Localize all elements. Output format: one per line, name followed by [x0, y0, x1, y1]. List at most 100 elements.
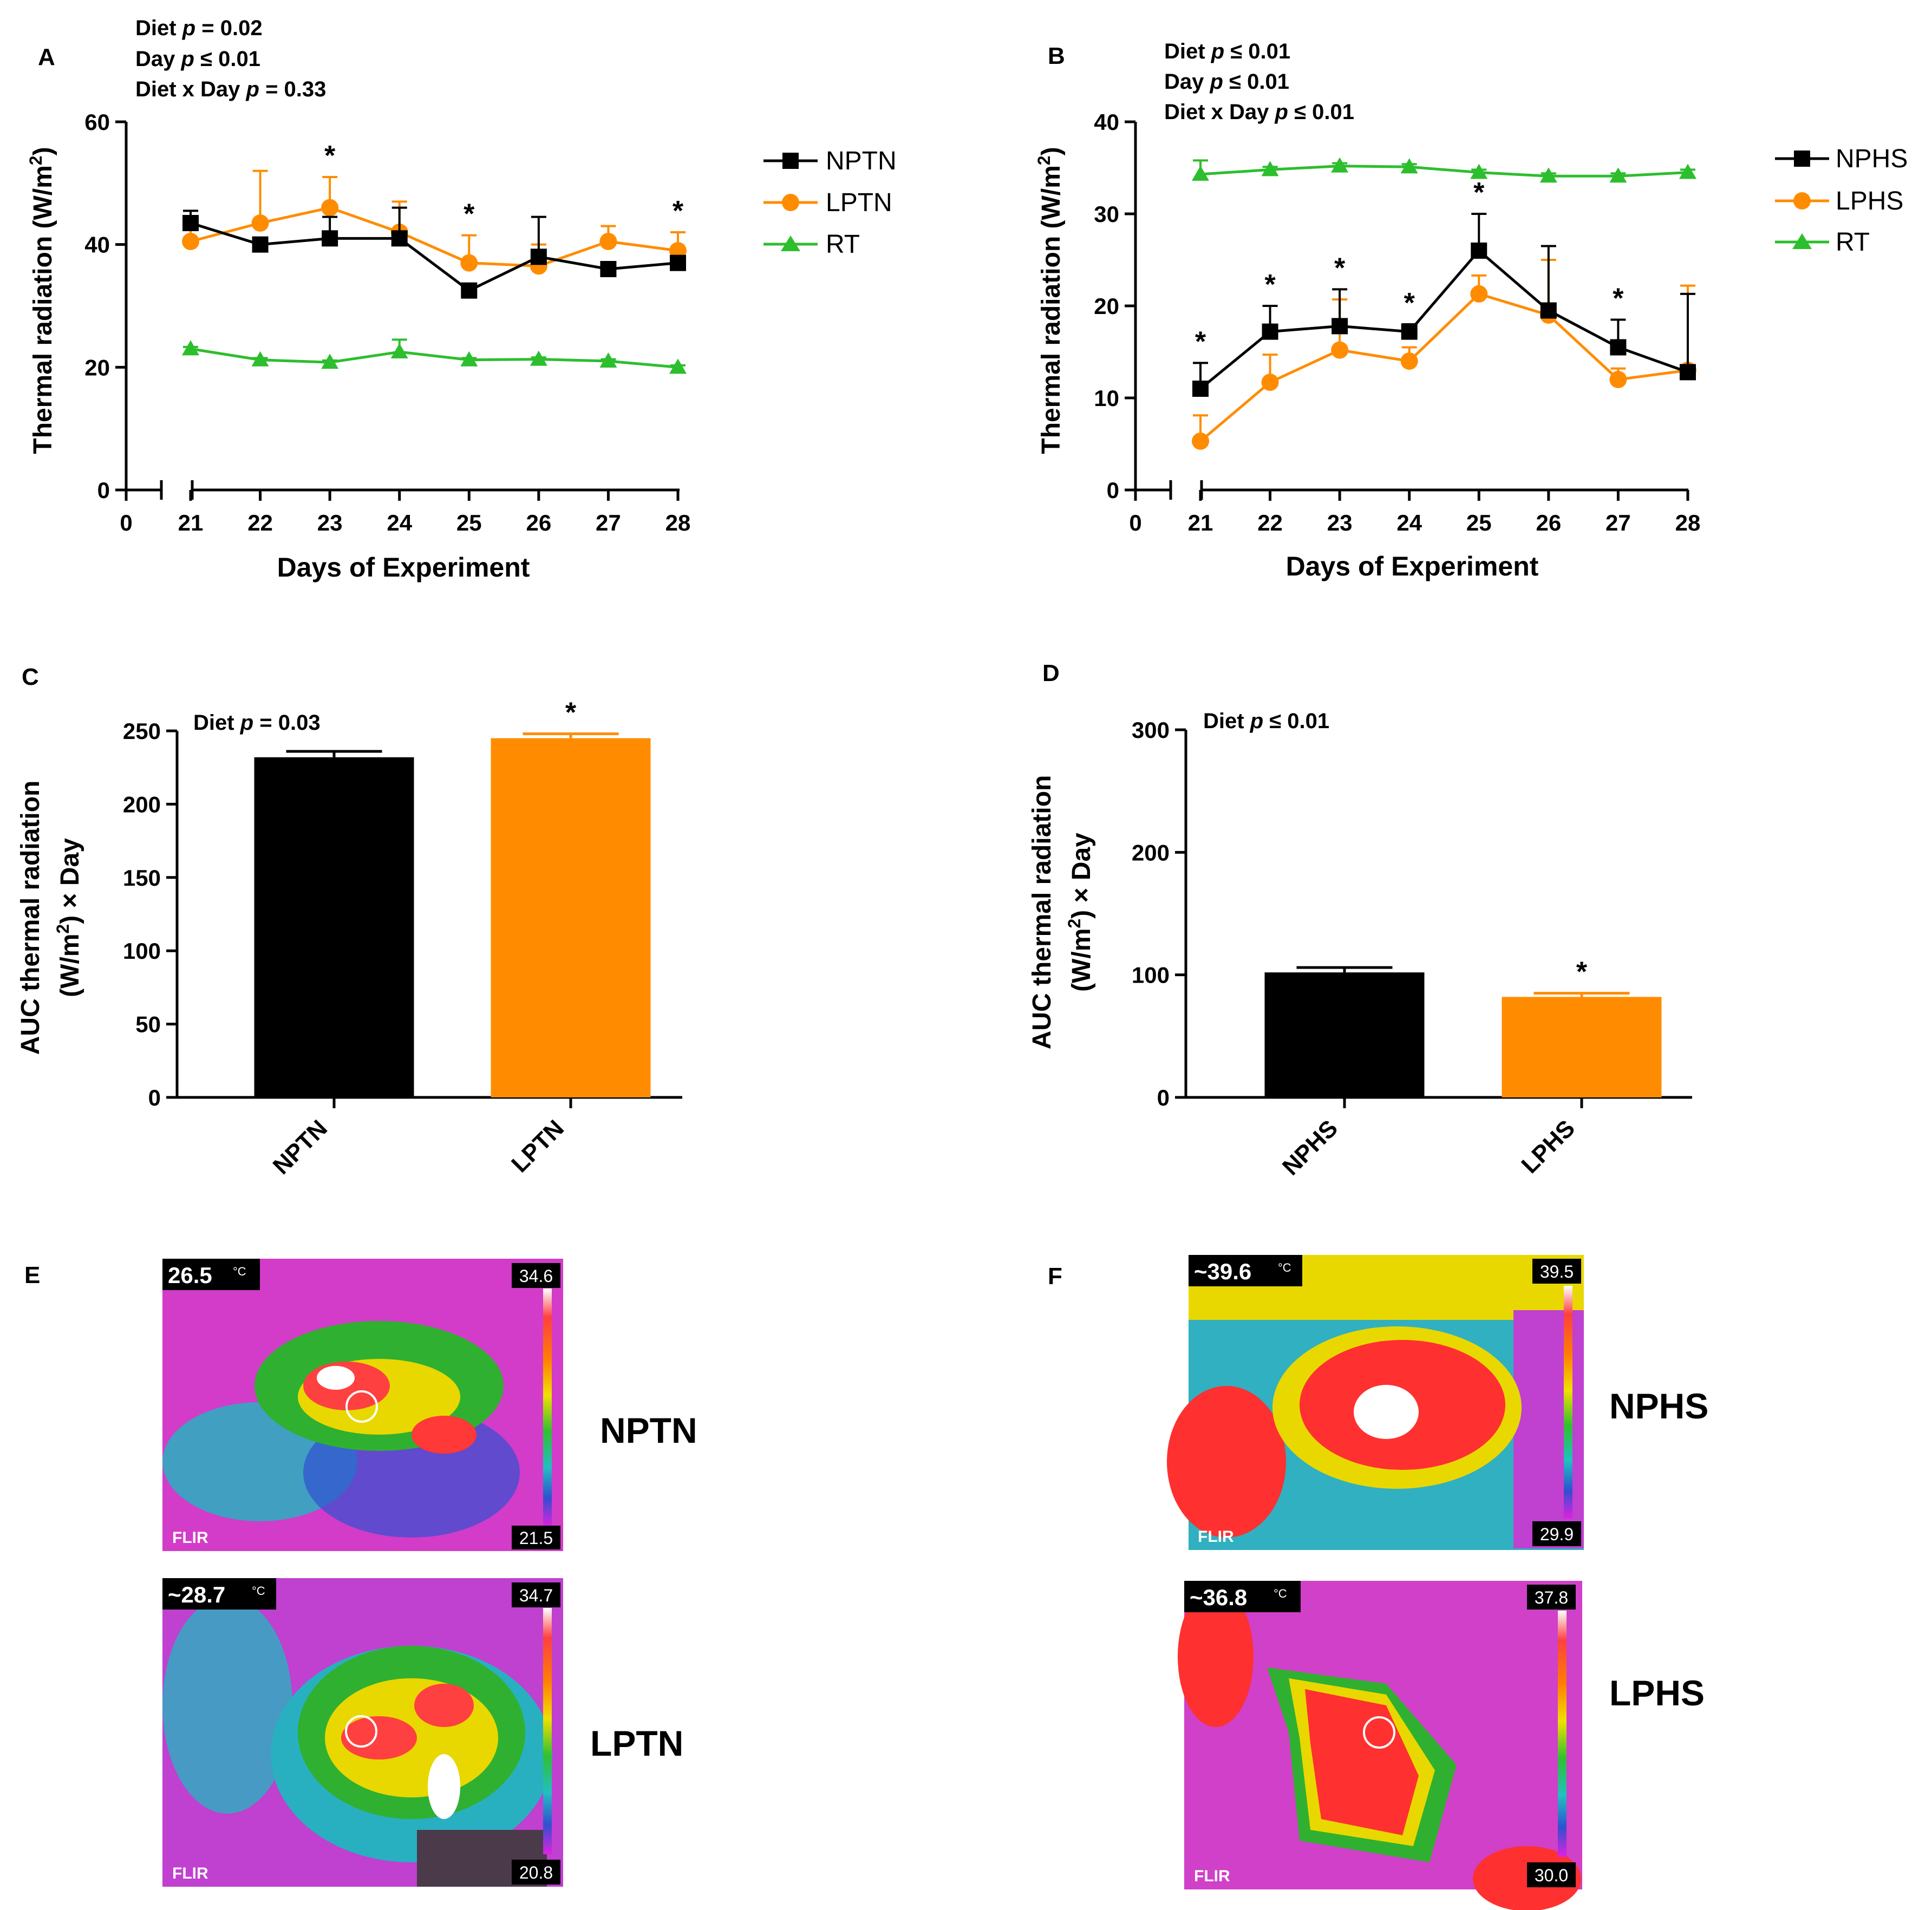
x-tick-label: LPTN: [506, 1115, 569, 1178]
data-point: [1331, 318, 1348, 335]
thermal-region: [428, 1754, 460, 1819]
series-line-rt: [190, 347, 678, 369]
spot-readout-box: [1189, 1255, 1302, 1286]
stats-line-1: Diet p ≤ 0.01: [1164, 40, 1290, 63]
x-tick-label: 21: [178, 510, 204, 535]
panel-label-d: D: [1042, 660, 1060, 686]
series-line-nptn: [190, 221, 678, 292]
temperature-scale-bar: [543, 1608, 552, 1854]
series-line-rt: [1200, 165, 1688, 178]
data-point: [1192, 165, 1209, 181]
thermal-region: [1178, 1586, 1254, 1727]
spot-unit: °C: [1278, 1261, 1291, 1274]
scale-max-box: [1527, 1585, 1576, 1610]
significance-marker: *: [464, 199, 475, 230]
data-point: [600, 261, 617, 277]
data-point: [460, 351, 478, 367]
bar-lphs: [1502, 997, 1662, 1097]
scale-max: 34.6: [519, 1266, 553, 1286]
data-point: [1192, 381, 1209, 397]
y-tick-label: 0: [148, 1085, 161, 1110]
y-tick-label: 100: [123, 938, 161, 964]
y-tick-label: 0: [1107, 478, 1119, 503]
spot-unit: °C: [252, 1584, 265, 1598]
x-tick-label: 25: [456, 510, 482, 535]
x-tick-label: 25: [1466, 510, 1492, 535]
x-tick-label: 22: [247, 510, 273, 535]
x-axis-label: Days of Experiment: [277, 552, 530, 583]
significance-marker: *: [1195, 326, 1206, 357]
x-tick-label: 26: [1536, 510, 1561, 535]
data-point: [182, 215, 199, 231]
x-tick-label: 23: [317, 510, 343, 535]
camera-brand: FLIR: [172, 1529, 208, 1547]
temperature-scale-bar: [543, 1288, 552, 1527]
spot-readout-box: [162, 1259, 260, 1290]
camera-brand: FLIR: [1198, 1528, 1234, 1546]
significance-marker: *: [1576, 957, 1588, 988]
legend-marker: [782, 194, 799, 211]
significance-marker: *: [673, 195, 684, 227]
legend-marker: [1793, 192, 1811, 210]
temperature-scale-bar: [1564, 1286, 1572, 1519]
y-tick-label: 0: [1157, 1085, 1170, 1110]
legend: NPHS LPHS RT: [1775, 145, 1908, 257]
y-axis-label: Thermal radiation (W/m2): [1034, 147, 1066, 454]
scale-max: 39.5: [1540, 1262, 1574, 1281]
series-line-lptn: [190, 206, 678, 267]
x-tick-label: 0: [120, 510, 132, 535]
thermal-region: [341, 1716, 417, 1759]
plot-area: 0 100 200 300 NPHS LPHS *: [1132, 717, 1662, 1181]
spot-temperature: ~28.7: [168, 1582, 225, 1607]
y-tick-label: 30: [1094, 201, 1119, 227]
panel-label-b: B: [1048, 43, 1065, 69]
crosshair-icon: [345, 1390, 378, 1423]
data-point: [391, 230, 408, 247]
stats-line-2: Day p ≤ 0.01: [135, 47, 260, 71]
panel-label-a: A: [38, 44, 55, 70]
plot-area: 0 20 40 60 21 22 23 24 25 26 27 28 * * *: [84, 109, 690, 535]
data-point: [530, 248, 547, 265]
significance-marker: *: [324, 140, 336, 172]
stats-line-1: Diet p = 0.02: [135, 16, 263, 40]
legend-label: RT: [1836, 228, 1870, 257]
scale-max-box: [1532, 1259, 1581, 1284]
data-point: [530, 350, 547, 366]
scale-max: 34.7: [519, 1586, 553, 1605]
x-tick-label: 27: [596, 510, 621, 535]
data-point: [1471, 243, 1487, 259]
x-tick-label: 24: [1396, 510, 1422, 535]
crosshair-icon: [1363, 1716, 1395, 1749]
bar-lptn: [491, 738, 651, 1097]
y-tick-label: 40: [84, 232, 110, 258]
x-tick-label: 26: [526, 510, 551, 535]
thermal-region: [1305, 1689, 1419, 1835]
bar-nphs: [1264, 972, 1425, 1097]
y-tick-label: 10: [1094, 385, 1119, 411]
plot-area: 0 50 100 150 200 250 NPTN LPTN *: [123, 697, 651, 1180]
y-tick-label: 60: [84, 109, 110, 135]
spot-unit: °C: [233, 1265, 246, 1278]
thermal-image-lptn: ~28.7 °C 34.7 20.8 FLIR LPTN: [162, 1578, 683, 1887]
data-point: [1679, 364, 1696, 381]
panel-label-c: C: [22, 664, 39, 690]
legend-marker: [1792, 233, 1812, 249]
legend-label: NPHS: [1836, 145, 1908, 173]
significance-marker: *: [1264, 269, 1276, 300]
data-point: [669, 358, 687, 374]
y-axis-label-line-1: AUC thermal radiation: [16, 781, 45, 1055]
x-tick-label: 27: [1605, 510, 1631, 535]
y-axis-label-line-2: (W/m2) × Day: [1065, 833, 1096, 992]
data-point: [390, 343, 408, 358]
data-point: [322, 230, 338, 247]
stats-line-3: Diet x Day p = 0.33: [135, 77, 326, 101]
data-point: [1262, 323, 1278, 340]
y-tick-label: 50: [135, 1012, 161, 1037]
data-point: [461, 282, 478, 299]
x-tick-label: 24: [387, 510, 412, 535]
image-label: LPTN: [590, 1723, 683, 1763]
spot-temperature: ~39.6: [1194, 1259, 1251, 1284]
data-point: [1679, 163, 1696, 179]
panel-d: Diet p ≤ 0.01 AUC thermal radiation (W/m…: [1028, 709, 1692, 1181]
stat-label: Diet p ≤ 0.01: [1203, 709, 1329, 733]
